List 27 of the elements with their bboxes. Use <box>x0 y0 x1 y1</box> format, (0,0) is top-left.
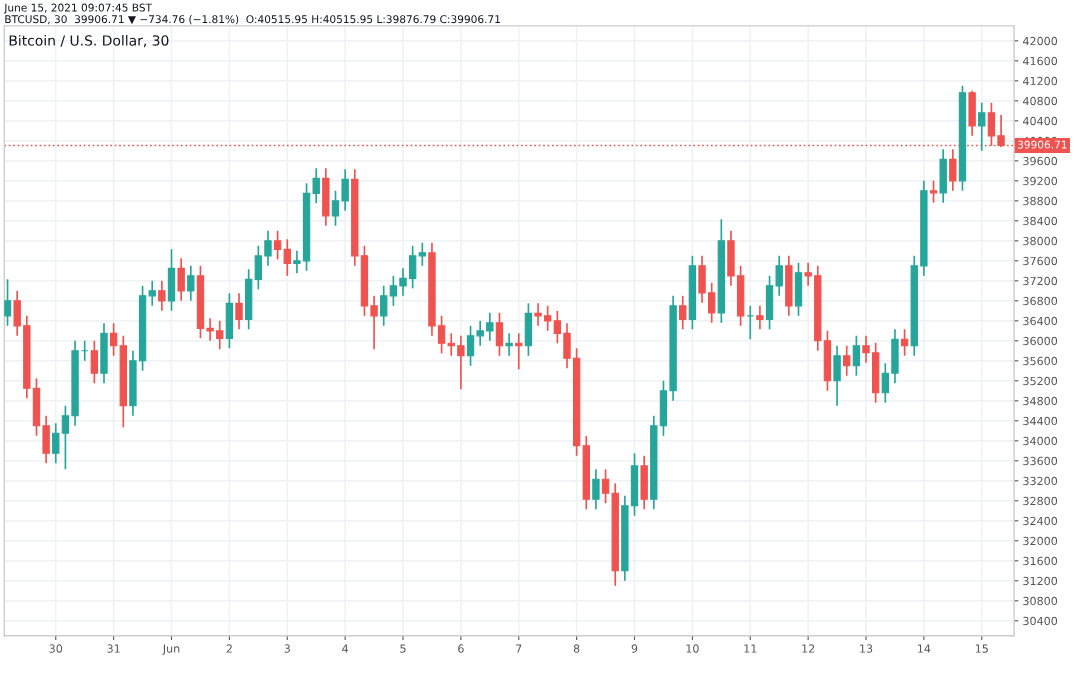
candlestick <box>679 294 687 331</box>
candlestick <box>158 279 166 312</box>
candlestick <box>833 344 841 407</box>
candlestick <box>592 468 600 511</box>
candlestick <box>524 302 533 357</box>
candlestick <box>187 264 195 302</box>
candlestick <box>505 332 513 357</box>
candlestick <box>322 167 330 227</box>
candlestick <box>949 148 957 192</box>
candlestick <box>640 454 648 511</box>
candlestick <box>90 339 99 385</box>
candlestick <box>843 344 851 377</box>
candlestick <box>167 248 176 312</box>
candlestick <box>100 322 108 385</box>
candlestick <box>225 292 234 350</box>
candlestick <box>177 257 185 302</box>
candlestick <box>929 179 938 204</box>
candlestick <box>939 148 947 204</box>
candlestick <box>495 311 504 357</box>
candlestick <box>235 292 243 331</box>
candlestick <box>794 261 803 317</box>
candlestick <box>978 101 986 152</box>
candlestick <box>515 332 523 371</box>
candlestick <box>785 254 793 317</box>
candlestick <box>852 334 861 377</box>
candlestick <box>968 90 976 137</box>
candlestick <box>756 304 764 331</box>
